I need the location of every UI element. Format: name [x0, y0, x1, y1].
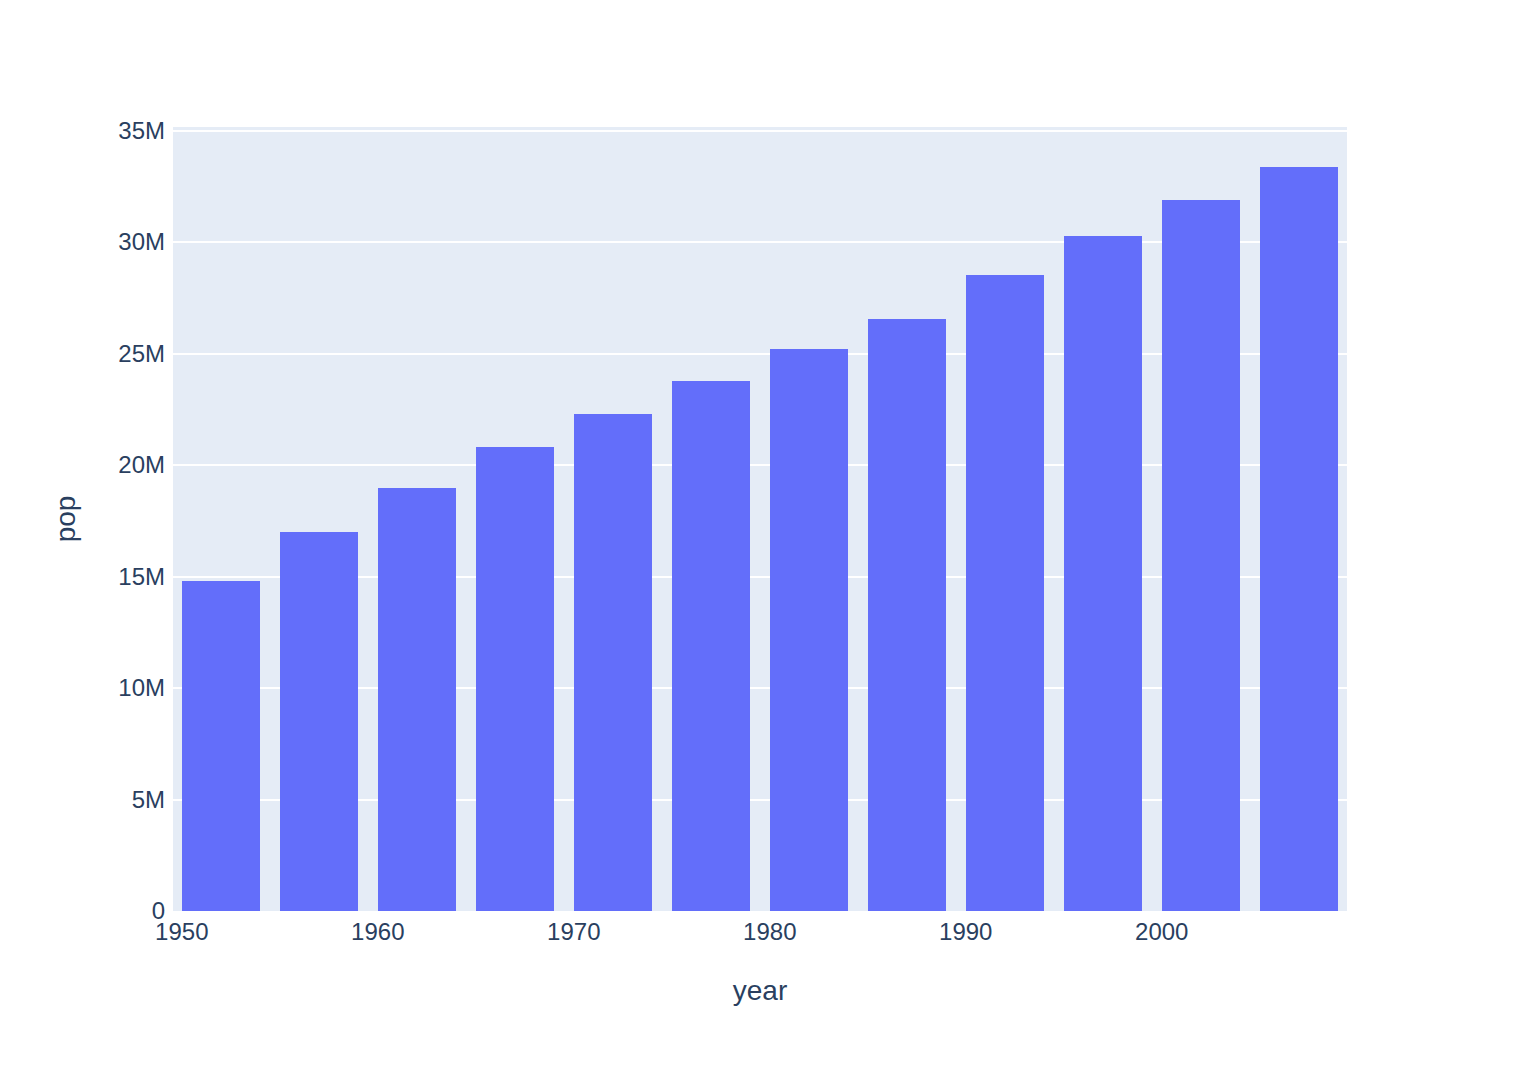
x-tick-label-1950: 1950 [112, 917, 252, 947]
bar-2002[interactable] [1162, 200, 1240, 911]
plot-area[interactable] [173, 127, 1347, 911]
bar-1952[interactable] [182, 581, 260, 911]
bar-1957[interactable] [280, 532, 358, 911]
bar-1962[interactable] [378, 488, 456, 911]
x-tick-label-1990: 1990 [896, 917, 1036, 947]
bar-chart-figure: 05M10M15M20M25M30M35M1950196019701980199… [0, 0, 1520, 1086]
bar-1992[interactable] [966, 275, 1044, 911]
bar-2007[interactable] [1260, 167, 1338, 911]
y-tick-label-35M: 35M [25, 116, 165, 146]
bar-1997[interactable] [1064, 236, 1142, 911]
gridline-35M [173, 130, 1347, 132]
y-tick-label-20M: 20M [25, 450, 165, 480]
bar-1987[interactable] [868, 319, 946, 911]
y-axis-title: pop [50, 496, 82, 543]
bar-1972[interactable] [574, 414, 652, 911]
y-tick-label-10M: 10M [25, 673, 165, 703]
y-tick-label-5M: 5M [25, 785, 165, 815]
y-tick-label-25M: 25M [25, 339, 165, 369]
x-tick-label-1960: 1960 [308, 917, 448, 947]
y-tick-label-15M: 15M [25, 562, 165, 592]
x-tick-label-1970: 1970 [504, 917, 644, 947]
x-tick-label-1980: 1980 [700, 917, 840, 947]
x-axis-title: year [173, 975, 1347, 1007]
y-tick-label-30M: 30M [25, 227, 165, 257]
bar-1967[interactable] [476, 447, 554, 911]
bar-1982[interactable] [770, 349, 848, 911]
bar-1977[interactable] [672, 381, 750, 911]
x-tick-label-2000: 2000 [1092, 917, 1232, 947]
